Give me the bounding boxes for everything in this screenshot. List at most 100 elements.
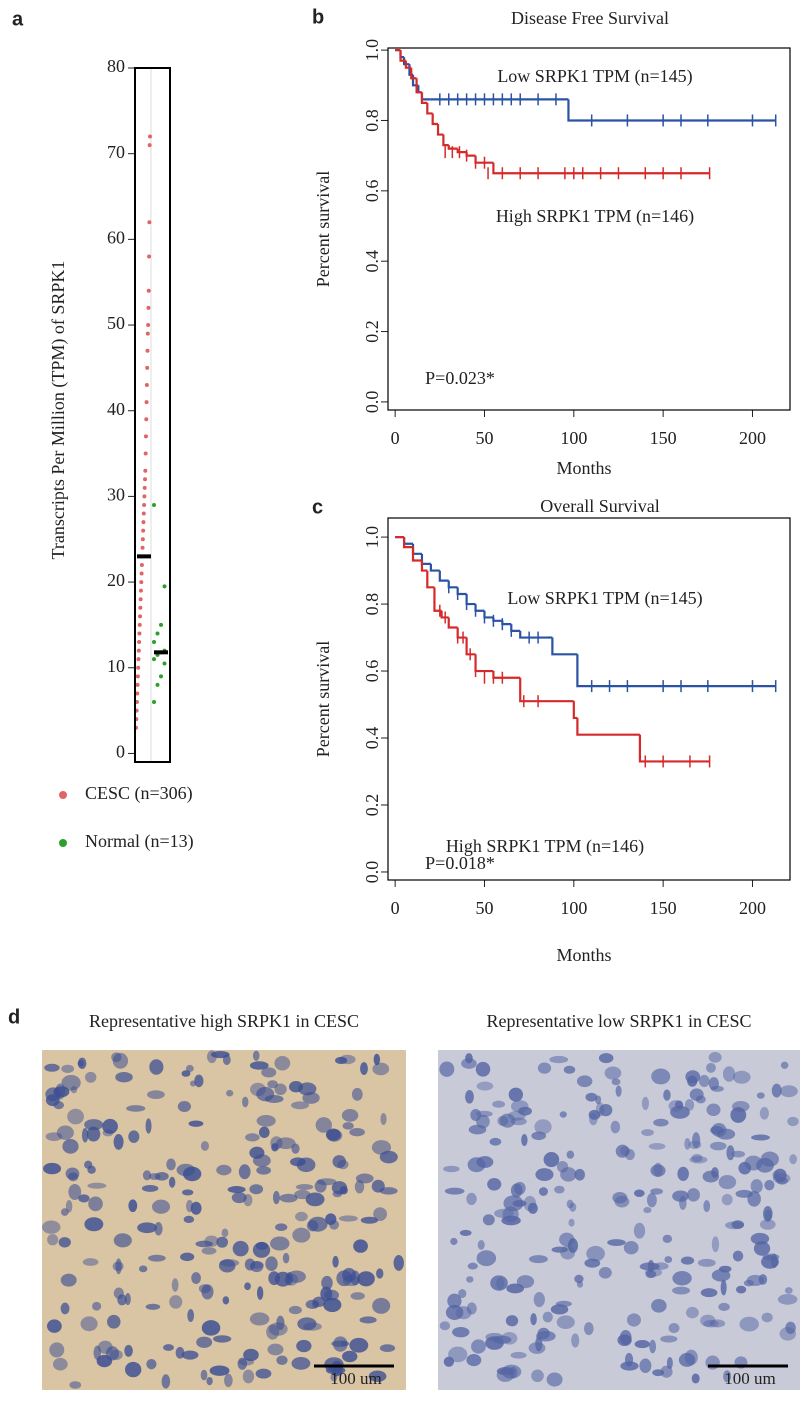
- nucleus: [181, 1070, 191, 1077]
- nucleus: [321, 1275, 333, 1290]
- data-point: [140, 537, 145, 542]
- nucleus: [128, 1130, 140, 1143]
- nucleus: [705, 1355, 720, 1370]
- nucleus: [56, 1125, 74, 1140]
- nucleus: [69, 1381, 82, 1389]
- nucleus: [556, 1315, 575, 1329]
- nucleus: [175, 1346, 185, 1359]
- nucleus: [82, 1258, 99, 1266]
- nucleus: [610, 1120, 621, 1134]
- nucleus: [195, 1240, 213, 1248]
- nucleus: [735, 1189, 753, 1198]
- nucleus: [147, 1090, 165, 1099]
- nucleus: [249, 1184, 264, 1195]
- nucleus: [585, 1092, 598, 1102]
- nucleus: [664, 1256, 673, 1263]
- nucleus: [349, 1127, 365, 1137]
- y-tick-label: 0.8: [362, 593, 382, 616]
- nucleus: [183, 1215, 195, 1224]
- nucleus: [232, 1240, 249, 1257]
- y-tick-label: 1.0: [362, 526, 382, 549]
- nucleus: [691, 1373, 700, 1384]
- nucleus: [764, 1179, 775, 1191]
- y-tick-label: 40: [107, 399, 125, 419]
- nucleus: [444, 1187, 465, 1195]
- nucleus: [77, 1060, 85, 1067]
- nucleus: [292, 1227, 311, 1243]
- nucleus: [245, 1133, 260, 1142]
- survival-step: [438, 570, 449, 582]
- data-point: [136, 657, 141, 662]
- nucleus: [710, 1125, 724, 1135]
- nucleus: [268, 1271, 281, 1286]
- nucleus: [181, 1350, 199, 1360]
- nucleus: [718, 1302, 730, 1311]
- nucleus: [47, 1319, 62, 1333]
- nucleus: [189, 1080, 197, 1087]
- legend-label: Normal (n=13): [85, 831, 194, 852]
- data-point: [135, 674, 140, 679]
- nucleus: [726, 1145, 735, 1161]
- survival-step: [638, 734, 710, 763]
- survival-step: [474, 604, 485, 612]
- nucleus: [252, 1242, 271, 1258]
- nucleus: [256, 1166, 272, 1175]
- nucleus: [271, 1143, 279, 1152]
- nucleus: [706, 1103, 721, 1117]
- survival-step: [465, 152, 476, 157]
- nucleus: [250, 1261, 264, 1269]
- nucleus: [183, 1166, 202, 1182]
- nucleus: [680, 1256, 695, 1265]
- data-point: [146, 323, 151, 328]
- survival-step: [411, 543, 422, 555]
- nucleus: [88, 1196, 103, 1212]
- x-tick-label: 150: [650, 428, 677, 448]
- nucleus: [274, 1083, 287, 1096]
- nucleus: [662, 1234, 673, 1243]
- survival-step: [426, 570, 435, 589]
- nucleus: [249, 1146, 265, 1159]
- nucleus: [80, 1316, 98, 1332]
- x-tick-label: 0: [391, 898, 400, 918]
- nucleus: [678, 1352, 696, 1367]
- nucleus: [668, 1323, 680, 1334]
- nucleus: [537, 1062, 552, 1074]
- data-point: [137, 631, 142, 636]
- nucleus: [756, 1092, 765, 1099]
- nucleus: [61, 1074, 81, 1091]
- nucleus: [646, 1192, 657, 1208]
- nucleus: [779, 1327, 797, 1341]
- nucleus: [161, 1374, 171, 1389]
- survival-step: [519, 677, 539, 703]
- nucleus: [200, 1369, 208, 1381]
- nucleus: [44, 1063, 60, 1072]
- nucleus: [52, 1357, 68, 1371]
- nucleus: [81, 1128, 89, 1143]
- nucleus: [162, 1344, 175, 1351]
- nucleus: [349, 1337, 369, 1353]
- nucleus: [527, 1202, 538, 1214]
- nucleus: [492, 1335, 512, 1344]
- data-point: [159, 622, 163, 627]
- nucleus: [711, 1269, 731, 1282]
- nucleus: [626, 1313, 641, 1327]
- nucleus: [670, 1105, 690, 1119]
- nucleus: [731, 1150, 746, 1158]
- nucleus: [753, 1241, 771, 1256]
- nucleus: [295, 1184, 314, 1191]
- y-tick-label: 0.4: [362, 250, 382, 273]
- nucleus: [614, 1195, 630, 1208]
- nucleus: [244, 1282, 251, 1291]
- nucleus: [316, 1178, 337, 1186]
- nucleus: [758, 1274, 768, 1285]
- nucleus: [598, 1053, 614, 1064]
- nucleus: [149, 1059, 164, 1075]
- nucleus: [533, 1291, 545, 1308]
- plot-frame: [134, 67, 171, 763]
- survival-step: [399, 50, 406, 62]
- nucleus: [201, 1320, 221, 1336]
- nucleus: [739, 1316, 759, 1332]
- nucleus: [708, 1052, 722, 1063]
- y-tick-label: 0.4: [362, 727, 382, 750]
- nucleus: [466, 1302, 477, 1315]
